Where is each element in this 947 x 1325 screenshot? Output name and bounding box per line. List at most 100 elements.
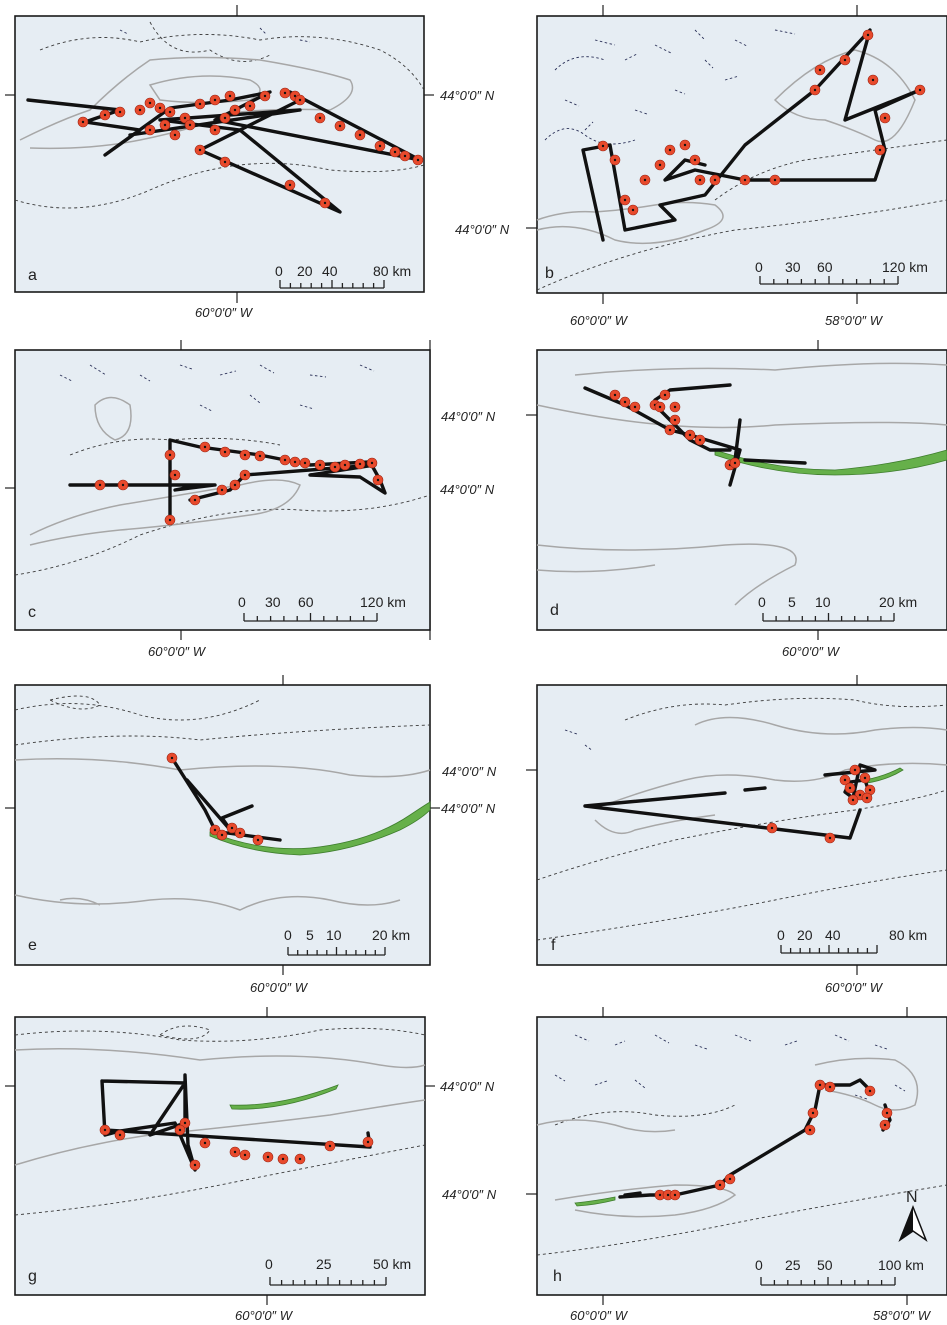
panel-letter: d	[550, 602, 559, 619]
location-dot-center	[918, 88, 922, 92]
scale-tick-0: 0	[777, 927, 785, 943]
location-dot-center	[643, 178, 647, 182]
location-dot-center	[193, 1163, 197, 1167]
location-dot-center	[343, 463, 347, 467]
map-panel-b: b 44°0′0″ N 60°0′0″ W 58°0′0″ W 0 30 60 …	[455, 0, 947, 328]
location-dot-center	[203, 445, 207, 449]
location-dot-center	[118, 110, 122, 114]
location-dot-center	[863, 776, 867, 780]
animal-track	[170, 756, 282, 842]
longitude-label-1: 60°0′0″ W	[570, 313, 629, 328]
location-dot-center	[718, 1183, 722, 1187]
location-dot-center	[138, 108, 142, 112]
location-dot-center	[168, 453, 172, 457]
location-dot-center	[198, 102, 202, 106]
map-panel-c: c 44°0′0″ N 60°0′0″ W 0 30 60 120 km	[0, 335, 495, 660]
scale-tick-2: 10	[815, 594, 831, 610]
location-dot-center	[843, 58, 847, 62]
location-dot-center	[728, 1177, 732, 1181]
map-b-frame	[536, 15, 947, 294]
location-dot-center	[853, 768, 857, 772]
location-dot-center	[98, 483, 102, 487]
location-dot-center	[416, 158, 420, 162]
location-dot-center	[183, 116, 187, 120]
scale-tick-1: 20	[797, 927, 813, 943]
location-dot-center	[293, 94, 297, 98]
location-dot-center	[683, 143, 687, 147]
scale-tick-3: 20 km	[879, 594, 917, 610]
location-dots	[166, 752, 264, 846]
location-dot-center	[328, 1144, 332, 1148]
location-dot-center	[663, 393, 667, 397]
scale-bar: 0 5 10 20 km	[758, 594, 917, 622]
location-dot-center	[601, 144, 605, 148]
location-dot-center	[871, 78, 875, 82]
scale-tick-3: 120 km	[882, 259, 928, 275]
location-dot-center	[118, 1133, 122, 1137]
latitude-label: 44°0′0″ N	[440, 482, 495, 497]
scale-bar: 0 20 40 80 km	[275, 263, 411, 289]
location-dot-center	[770, 826, 774, 830]
location-dot-center	[370, 461, 374, 465]
animal-track	[26, 90, 422, 214]
map-c-svg: c 44°0′0″ N 60°0′0″ W 0 30 60 120 km	[5, 340, 495, 659]
scale-tick-1: 20	[297, 263, 313, 279]
location-dot-center	[168, 110, 172, 114]
location-dot-center	[163, 123, 167, 127]
latitude-label: 44°0′0″ N	[442, 764, 497, 779]
scale-tick-0: 0	[275, 263, 283, 279]
location-dot-center	[233, 1150, 237, 1154]
location-dot-center	[393, 150, 397, 154]
location-dot-center	[743, 178, 747, 182]
longitude-label: 60°0′0″ W	[250, 980, 309, 995]
animal-track	[581, 28, 922, 242]
north-arrow-label: N	[906, 1189, 918, 1206]
location-dot-center	[213, 828, 217, 832]
panel-letter: c	[28, 604, 36, 621]
location-dot-center	[811, 1111, 815, 1115]
panel-letter: g	[28, 1268, 37, 1285]
location-dot-center	[318, 116, 322, 120]
scale-tick-1: 5	[306, 927, 314, 943]
location-dot-center	[198, 148, 202, 152]
scale-tick-2: 40	[322, 263, 338, 279]
longitude-label-1: 60°0′0″ W	[570, 1308, 629, 1323]
location-dot-center	[333, 465, 337, 469]
latitude-label: 44°0′0″ N	[441, 409, 496, 424]
sable-island-bank	[229, 1084, 339, 1110]
longitude-label: 60°0′0″ W	[148, 644, 207, 659]
coastline	[14, 1048, 426, 1166]
location-dot-center	[658, 405, 662, 409]
location-dot-center	[243, 473, 247, 477]
location-dot-center	[223, 160, 227, 164]
scale-bar: 0 25 50 100 km	[755, 1257, 924, 1286]
map-f-svg: f 44°0′0″ N 60°0′0″ W 0 20 40 80 km	[442, 675, 947, 995]
scale-tick-1: 25	[316, 1256, 332, 1272]
scale-bar: 0 25 50 km	[265, 1256, 411, 1286]
scale-tick-3: 20 km	[372, 927, 410, 943]
location-dot-center	[713, 178, 717, 182]
map-h-frame	[536, 1016, 947, 1296]
map-e-svg: e 44°0′0″ N 60°0′0″ W 0 5 10 20 km	[5, 675, 496, 995]
location-dot-center	[868, 788, 872, 792]
location-dot-center	[223, 116, 227, 120]
scale-bar: 0 5 10 20 km	[284, 927, 410, 956]
scale-tick-2: 50 km	[373, 1256, 411, 1272]
location-dot-center	[623, 198, 627, 202]
scale-tick-1: 30	[785, 259, 801, 275]
scale-tick-2: 10	[326, 927, 342, 943]
location-dot-center	[266, 1155, 270, 1159]
coastline	[604, 716, 947, 806]
scale-tick-2: 50	[817, 1257, 833, 1273]
location-dot-center	[173, 133, 177, 137]
location-dot-center	[828, 836, 832, 840]
location-dot-center	[238, 831, 242, 835]
location-dot-center	[223, 450, 227, 454]
animal-track	[583, 763, 877, 840]
location-dot-center	[248, 104, 252, 108]
location-dot-center	[233, 108, 237, 112]
location-dot-center	[283, 91, 287, 95]
sable-island-bank	[864, 767, 904, 784]
panel-letter: b	[545, 265, 554, 282]
location-dot-center	[688, 433, 692, 437]
